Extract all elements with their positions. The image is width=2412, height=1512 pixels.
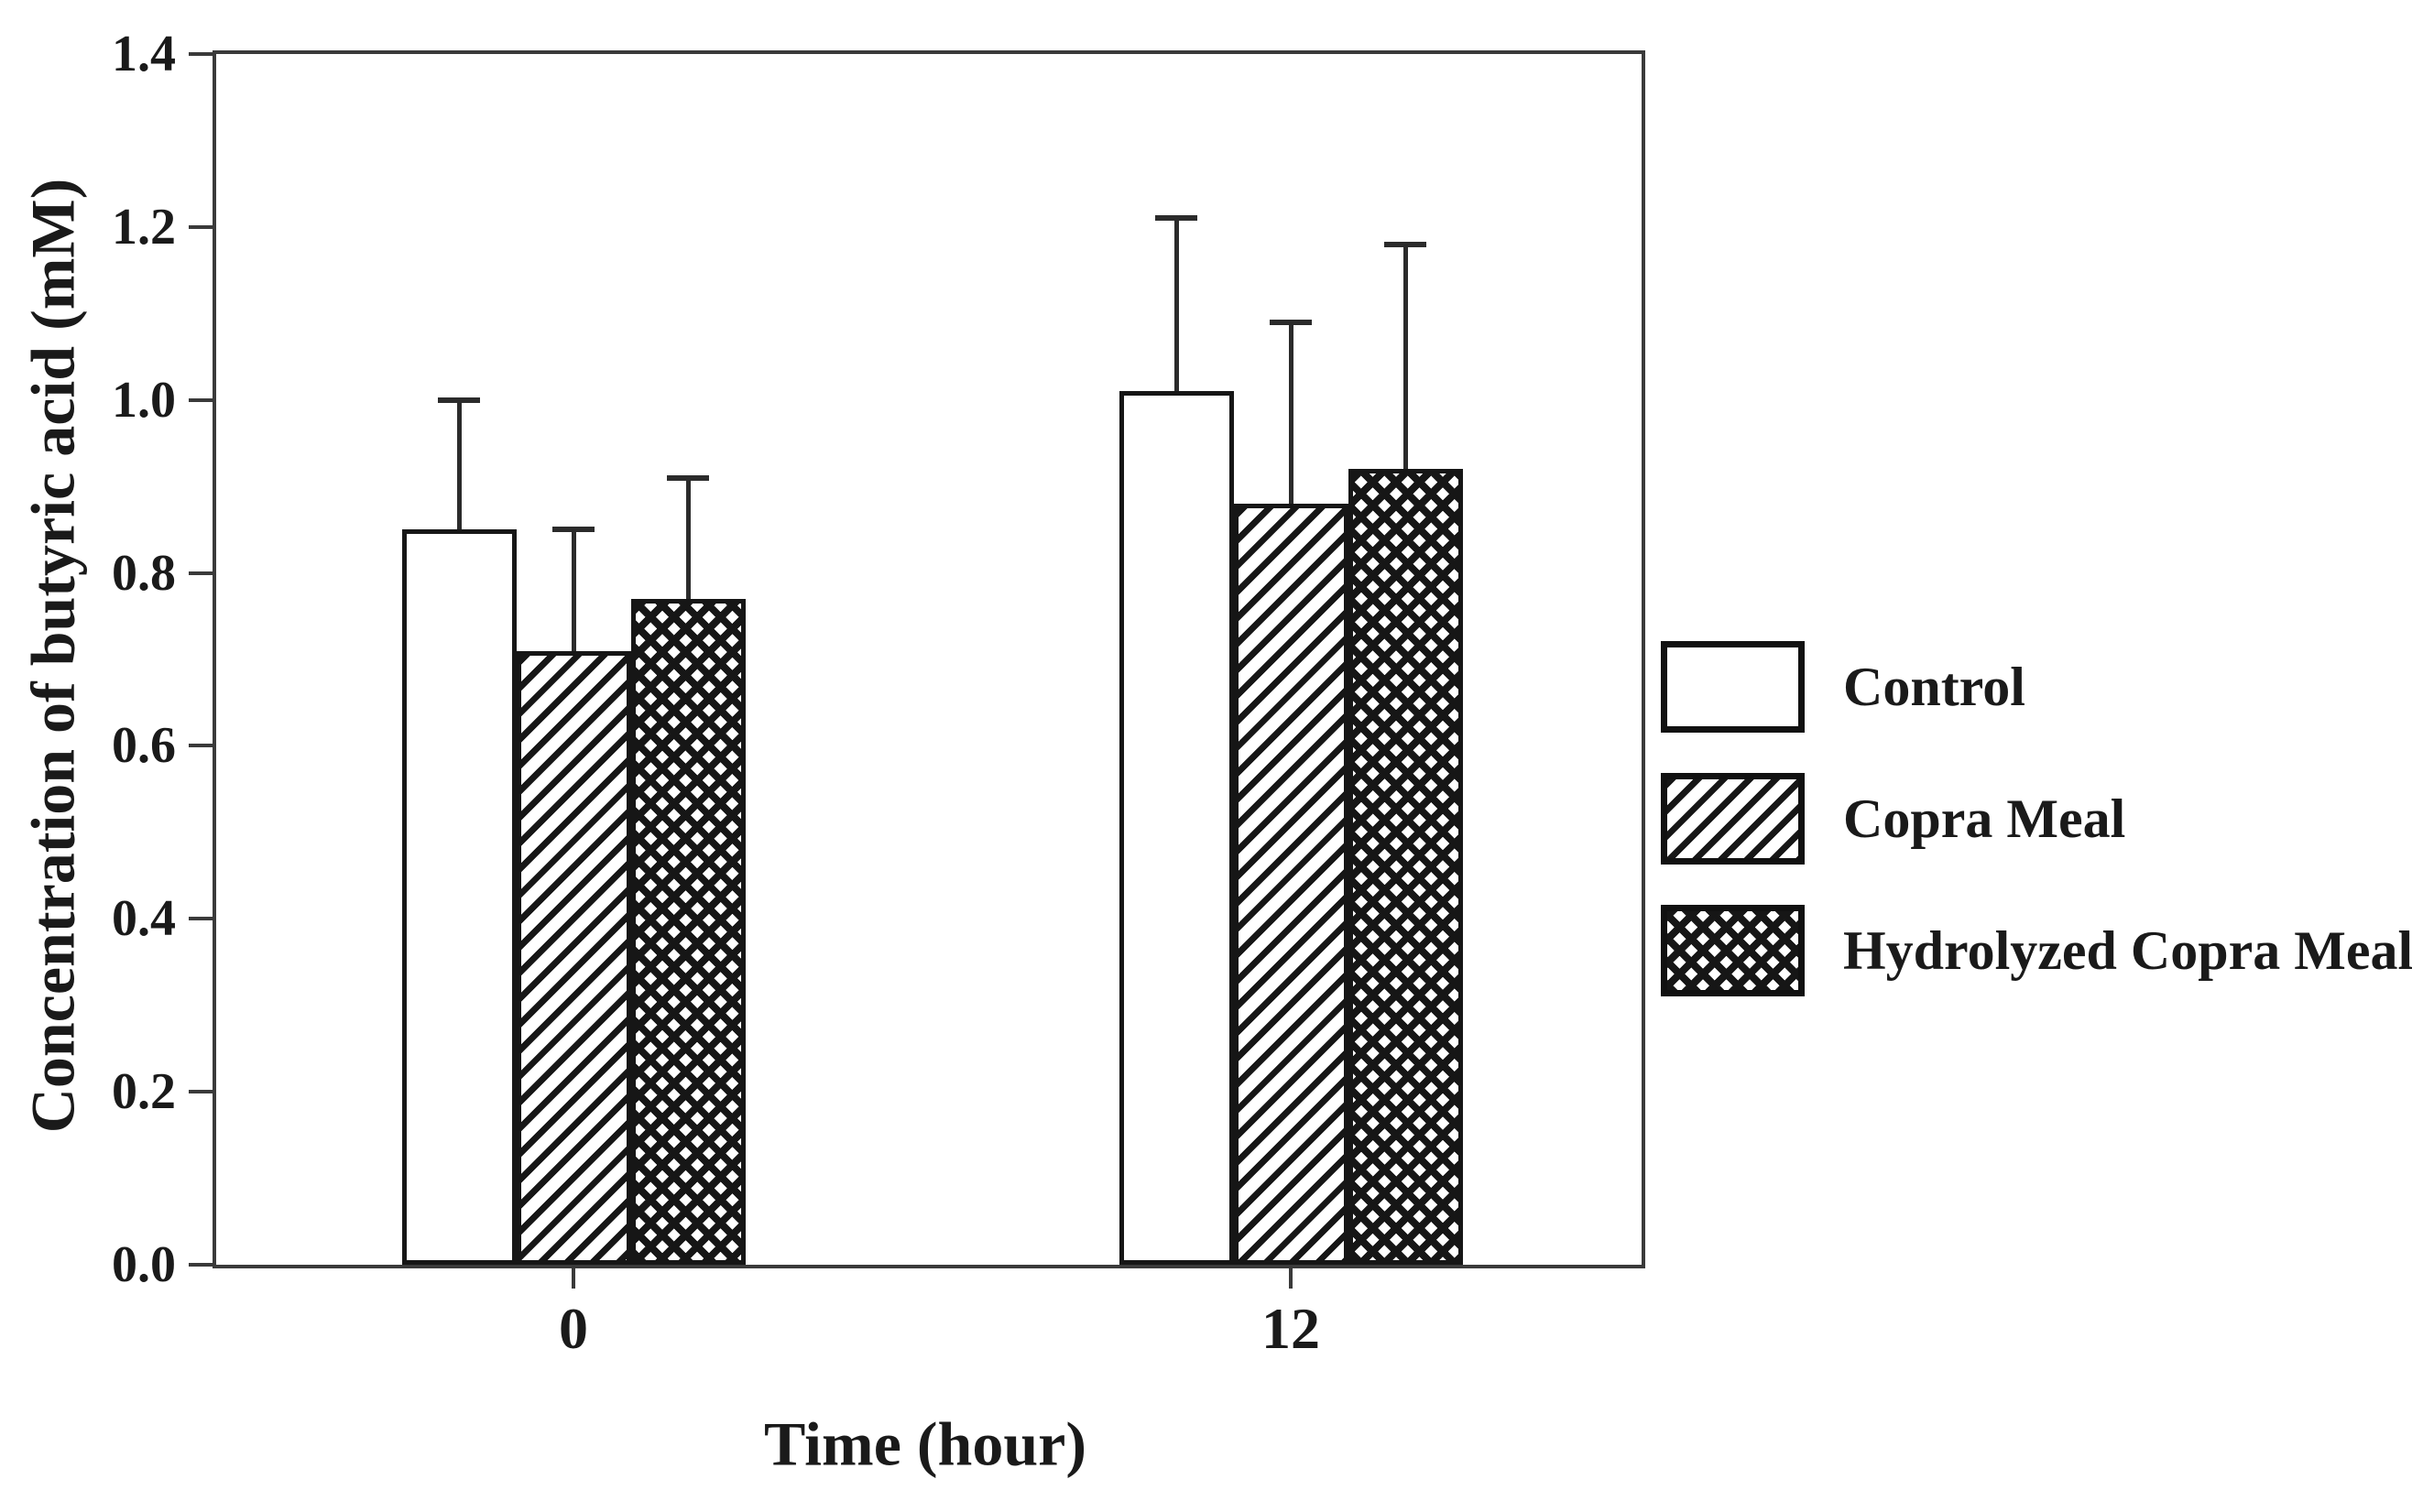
y-tick-mark-0.4 xyxy=(189,917,216,921)
error-cap-copra-meal-t12 xyxy=(1270,319,1312,325)
legend: Control Copra Meal Hydrolyzed Copra Meal xyxy=(1661,641,2412,1037)
error-cap-hydrolyzed-copra-meal-t0 xyxy=(667,474,709,481)
legend-label: Hydrolyzed Copra Meal xyxy=(1843,920,2412,981)
legend-label: Control xyxy=(1843,657,2025,717)
bar-control-t0 xyxy=(401,529,517,1265)
y-tick-label-0.8: 0.8 xyxy=(112,544,176,602)
legend-patch-plain xyxy=(1661,641,1805,733)
error-cap-copra-meal-t0 xyxy=(552,527,595,533)
legend-patch-crosshatch xyxy=(1661,905,1805,996)
legend-patch-diagonal xyxy=(1661,773,1805,865)
legend-row-copra-meal: Copra Meal xyxy=(1661,773,2412,865)
y-tick-mark-1.0 xyxy=(189,397,216,402)
x-tick-mark-12 xyxy=(1289,1268,1293,1289)
y-tick-mark-0.8 xyxy=(189,571,216,575)
error-bar-hydrolyzed-copra-meal-t12 xyxy=(1402,244,1408,470)
bar-control-t12 xyxy=(1119,391,1234,1265)
x-axis-title: Time (hour) xyxy=(764,1409,1086,1479)
error-bar-copra-meal-t0 xyxy=(571,529,576,651)
error-bar-control-t0 xyxy=(456,399,462,530)
x-tick-label-0: 0 xyxy=(559,1296,588,1361)
error-cap-hydrolyzed-copra-meal-t12 xyxy=(1384,241,1426,247)
y-tick-mark-1.2 xyxy=(189,224,216,229)
bar-copra-meal-t12 xyxy=(1233,504,1348,1265)
y-tick-label-0.4: 0.4 xyxy=(112,890,176,948)
legend-row-control: Control xyxy=(1661,641,2412,733)
y-tick-mark-0.2 xyxy=(189,1090,216,1094)
y-tick-label-0.6: 0.6 xyxy=(112,717,176,775)
bar-hydrolyzed-copra-meal-t12 xyxy=(1348,469,1463,1265)
y-tick-mark-0.6 xyxy=(189,744,216,748)
y-tick-mark-0.0 xyxy=(189,1263,216,1267)
legend-row-hydrolyzed-copra-meal: Hydrolyzed Copra Meal xyxy=(1661,905,2412,996)
bar-hydrolyzed-copra-meal-t0 xyxy=(630,598,746,1265)
y-tick-label-0.0: 0.0 xyxy=(112,1236,176,1293)
error-bar-copra-meal-t12 xyxy=(1288,321,1293,505)
error-bar-control-t12 xyxy=(1173,218,1179,392)
y-tick-mark-1.4 xyxy=(189,52,216,56)
x-tick-label-12: 12 xyxy=(1261,1296,1320,1361)
error-bar-hydrolyzed-copra-meal-t0 xyxy=(685,477,691,599)
y-tick-label-1.0: 1.0 xyxy=(112,371,176,429)
y-tick-label-1.4: 1.4 xyxy=(112,26,176,82)
error-cap-control-t0 xyxy=(438,397,480,403)
error-cap-control-t12 xyxy=(1155,215,1197,222)
y-tick-label-1.2: 1.2 xyxy=(112,198,176,256)
plot-area: 0.0 0.2 0.4 0.6 0.8 1.0 1.2 1.4 0 12 xyxy=(112,28,1645,1358)
x-tick-mark-0 xyxy=(572,1268,575,1289)
y-axis-title: Concentration of butyric acid (mM) xyxy=(17,178,88,1134)
bar-copra-meal-t0 xyxy=(516,650,631,1265)
y-tick-label-0.2: 0.2 xyxy=(112,1063,176,1121)
legend-label: Copra Meal xyxy=(1843,789,2126,849)
